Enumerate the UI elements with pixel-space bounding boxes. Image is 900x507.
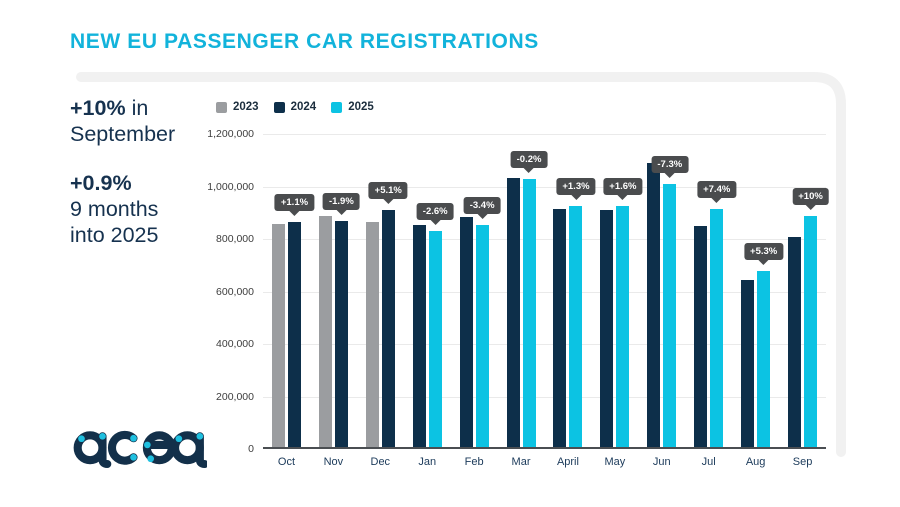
y-tick-label: 1,000,000: [207, 180, 254, 193]
bar-2024-April: [553, 209, 567, 447]
key-stats: +10% in September +0.9% 9 months into 20…: [70, 95, 175, 248]
gridline: [263, 187, 826, 188]
logo-dot: [196, 432, 204, 440]
x-tick-label-Dec: Dec: [370, 456, 391, 468]
stat-september-value: +10%: [70, 96, 126, 120]
chart-legend: 2023 2024 2025: [216, 101, 374, 113]
x-tick-label-Nov: Nov: [323, 456, 344, 468]
bar-2023-Dec: [365, 221, 379, 447]
stat-ytd-line3: into 2025: [70, 223, 159, 247]
logo-dot: [78, 435, 85, 443]
bar-2024-Jul: [694, 225, 708, 447]
change-label-Jan: -2.6%: [416, 202, 454, 220]
bar-2025-Jan: [428, 230, 442, 447]
legend-swatch-2023: [216, 101, 227, 113]
x-tick-label-Sep: Sep: [792, 456, 813, 468]
y-tick-label: 600,000: [216, 285, 254, 298]
acea-logo: [73, 430, 207, 469]
bar-2024-Dec: [381, 210, 395, 447]
logo-dot: [147, 455, 155, 463]
bar-2025-Mar: [522, 178, 536, 447]
change-label-Mar: -0.2%: [510, 150, 548, 168]
x-tick-label-Jun: Jun: [652, 456, 671, 468]
bar-2024-Feb: [459, 216, 473, 447]
change-label-Aug: +5.3%: [744, 243, 784, 261]
bar-2024-Nov: [334, 220, 348, 447]
change-label-April: +1.3%: [556, 178, 596, 196]
legend-item-2023: 2023: [216, 101, 259, 113]
legend-label: 2023: [233, 101, 259, 113]
bar-2025-Feb: [475, 224, 489, 447]
x-tick-label-Jul: Jul: [701, 456, 716, 468]
gridline: [263, 239, 826, 240]
change-label-Nov: -1.9%: [322, 192, 360, 210]
bar-2025-April: [569, 206, 583, 447]
x-tick-label-Mar: Mar: [511, 456, 531, 468]
x-tick-label-Feb: Feb: [464, 456, 484, 468]
logo-dot: [99, 432, 106, 440]
bar-2024-Jan: [412, 225, 426, 447]
bar-2024-Oct: [287, 221, 301, 447]
page-title: NEW EU PASSENGER CAR REGISTRATIONS: [70, 30, 539, 53]
stat-september-line2: September: [70, 122, 176, 146]
bar-2025-Sep: [804, 215, 818, 447]
gridline: [263, 292, 826, 293]
bar-2023-Oct: [271, 224, 285, 447]
change-label-Oct: +1.1%: [274, 193, 315, 211]
legend-swatch-2024: [273, 101, 285, 113]
y-tick-label: 800,000: [216, 233, 254, 245]
stat-september: +10% in September: [70, 95, 175, 147]
x-tick-label-Jan: Jan: [418, 456, 437, 468]
x-tick-label-Aug: Aug: [745, 456, 766, 468]
x-axis-line: [263, 447, 826, 449]
y-tick-label: 200,000: [216, 390, 254, 403]
change-label-Jun: -7.3%: [651, 155, 689, 173]
stat-ytd-value: +0.9%: [70, 171, 132, 195]
y-tick-label: 400,000: [216, 338, 254, 350]
legend-label: 2024: [290, 101, 317, 113]
logo-dot: [130, 434, 137, 442]
change-label-Sep: +10%: [792, 187, 829, 205]
y-tick-label: 1,200,000: [207, 128, 254, 140]
bar-chart-plot-area: Oct +1.1% Nov -1.9% Dec +5.1% Jan -2.6% Feb -3.4%…: [263, 134, 829, 468]
bar-2024-Sep: [788, 236, 802, 447]
gridline: [263, 134, 826, 135]
bar-2024-Aug: [741, 279, 755, 447]
bar-2024-Jun: [647, 162, 661, 447]
x-tick-label-Oct: Oct: [277, 456, 296, 468]
change-label-Jul: +7.4%: [697, 181, 737, 199]
logo-dot: [175, 435, 183, 443]
gridline: [263, 397, 826, 398]
bar-2023-Nov: [318, 216, 332, 447]
logo-dot: [130, 453, 137, 461]
change-label-Feb: -3.4%: [463, 196, 501, 214]
logo-dot: [144, 441, 151, 449]
change-label-Dec: +5.1%: [368, 182, 408, 200]
legend-label: 2025: [348, 101, 374, 113]
bar-2025-Jul: [710, 209, 724, 447]
x-tick-label-May: May: [604, 456, 626, 468]
y-tick-label: 0: [248, 443, 254, 455]
gridline: [263, 344, 826, 345]
legend-item-2025: 2025: [331, 101, 374, 113]
legend-item-2024: 2024: [273, 101, 317, 113]
stat-september-suffix: in: [125, 96, 149, 120]
stat-ytd: +0.9% 9 months into 2025: [70, 170, 175, 248]
change-label-May: +1.6%: [603, 177, 643, 195]
bar-2025-Aug: [757, 271, 771, 447]
bar-2024-Mar: [506, 178, 520, 447]
bar-2024-May: [600, 209, 614, 447]
bar-2025-Jun: [663, 183, 677, 447]
legend-swatch-2025: [331, 101, 343, 113]
bar-2025-May: [616, 205, 630, 447]
y-axis-labels: 0 200,000 400,000 600,000 800,000 1,000,000 1,…: [150, 128, 254, 455]
stat-ytd-line2: 9 months: [70, 197, 159, 221]
x-tick-label-April: April: [556, 456, 579, 468]
